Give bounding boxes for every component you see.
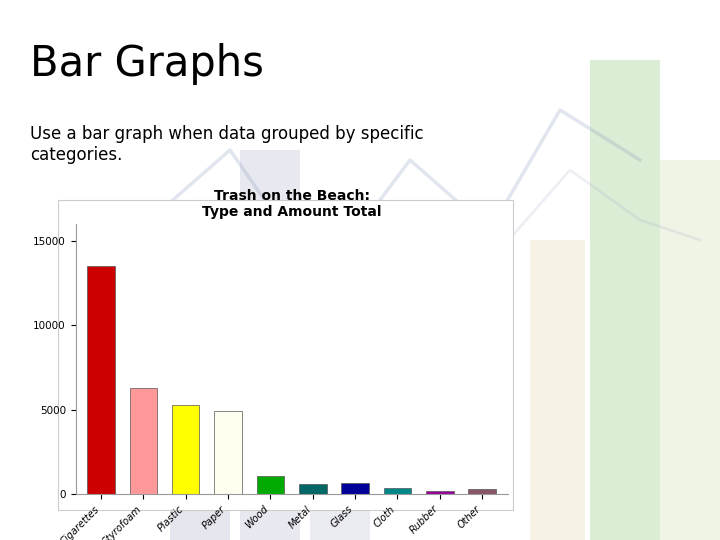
Bar — [256, 476, 284, 494]
Bar — [240, 150, 300, 540]
Bar — [384, 488, 411, 494]
Bar — [426, 491, 454, 494]
Text: Bar Graphs: Bar Graphs — [30, 43, 264, 85]
Bar — [170, 250, 230, 540]
Bar — [215, 411, 242, 494]
Bar — [469, 489, 496, 494]
Bar — [590, 60, 660, 540]
Bar — [660, 160, 720, 540]
Bar — [299, 484, 327, 494]
Bar — [87, 266, 114, 494]
Title: Trash on the Beach:
Type and Amount Total: Trash on the Beach: Type and Amount Tota… — [202, 188, 382, 219]
Bar — [310, 280, 370, 540]
Bar — [58, 200, 513, 510]
Bar — [172, 404, 199, 494]
Bar — [130, 388, 157, 494]
Bar — [341, 483, 369, 494]
Bar — [530, 240, 585, 540]
Text: Use a bar graph when data grouped by specific
categories.: Use a bar graph when data grouped by spe… — [30, 125, 423, 164]
